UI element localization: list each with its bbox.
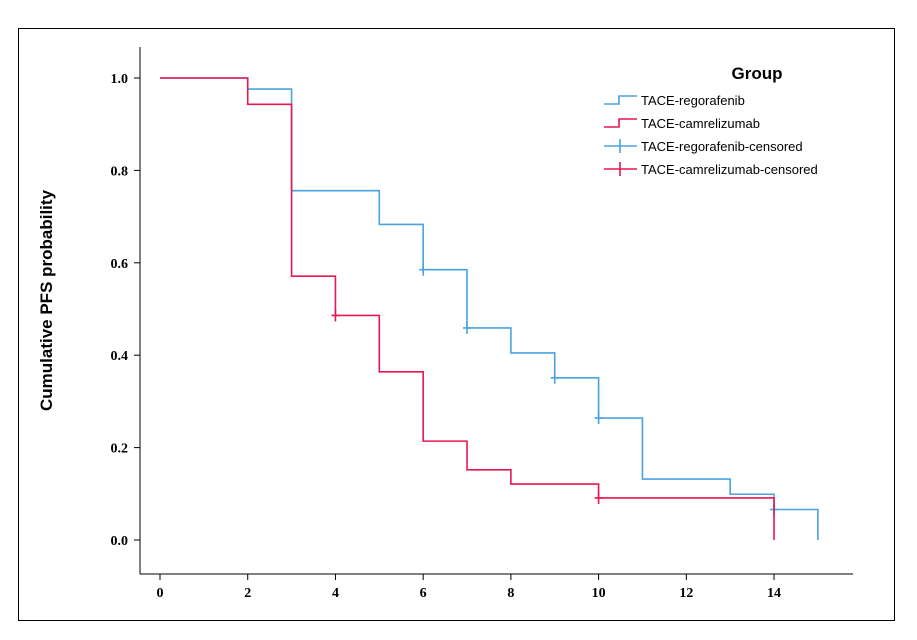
y-tick-label: 1.0	[111, 72, 129, 87]
x-tick-label: 4	[332, 586, 339, 601]
y-tick-label: 0.2	[111, 442, 129, 457]
censor-mark	[331, 309, 340, 322]
legend-label: TACE-camrelizumab	[641, 116, 760, 131]
x-tick-label: 10	[592, 586, 606, 601]
x-tick-label: 12	[679, 586, 693, 601]
legend-label: TACE-regorafenib-censored	[641, 139, 803, 154]
legend-title: Group	[732, 64, 783, 83]
x-tick-label: 14	[767, 586, 781, 601]
legend-label: TACE-regorafenib	[641, 93, 745, 108]
censor-mark	[594, 412, 603, 425]
censor-mark	[550, 371, 559, 384]
censor-mark	[419, 263, 428, 276]
y-tick-label: 0.6	[111, 257, 129, 272]
censor-mark	[594, 491, 603, 504]
censor-mark	[463, 321, 472, 334]
x-tick-label: 0	[157, 586, 164, 601]
chart-frame: 0.0 0.2 0.4 0.6 0.8 1.0 0 2 4 6 8 10 12 14 Cumulative …	[18, 28, 895, 621]
legend-label: TACE-camrelizumab-censored	[641, 162, 818, 177]
x-tick-label: 2	[244, 586, 251, 601]
km-chart: 0.0 0.2 0.4 0.6 0.8 1.0 0 2 4 6 8 10 12 14 Cumulative …	[37, 47, 853, 601]
x-tick-label: 6	[420, 586, 427, 601]
y-tick-label: 0.4	[111, 349, 129, 364]
legend-entry: TACE-regorafenib	[604, 93, 745, 108]
y-tick-label: 0.0	[111, 534, 129, 549]
legend-entry: TACE-regorafenib-censored	[604, 139, 803, 154]
series-line-tace-camrelizumab	[160, 77, 775, 540]
legend-step-swatch	[604, 118, 637, 128]
legend: Group TACE-regorafenib TACE-camrelizumab TA…	[604, 64, 818, 177]
axes: 0.0 0.2 0.4 0.6 0.8 1.0 0 2 4 6 8 10 12 14 Cumulative …	[37, 47, 853, 601]
legend-step-swatch	[604, 95, 637, 105]
y-tick-label: 0.8	[111, 164, 129, 179]
curves	[160, 77, 819, 540]
y-axis-title: Cumulative PFS probability	[37, 189, 56, 411]
legend-entry: TACE-camrelizumab	[604, 116, 760, 131]
x-tick-label: 8	[507, 586, 514, 601]
legend-entry: TACE-camrelizumab-censored	[604, 162, 818, 177]
